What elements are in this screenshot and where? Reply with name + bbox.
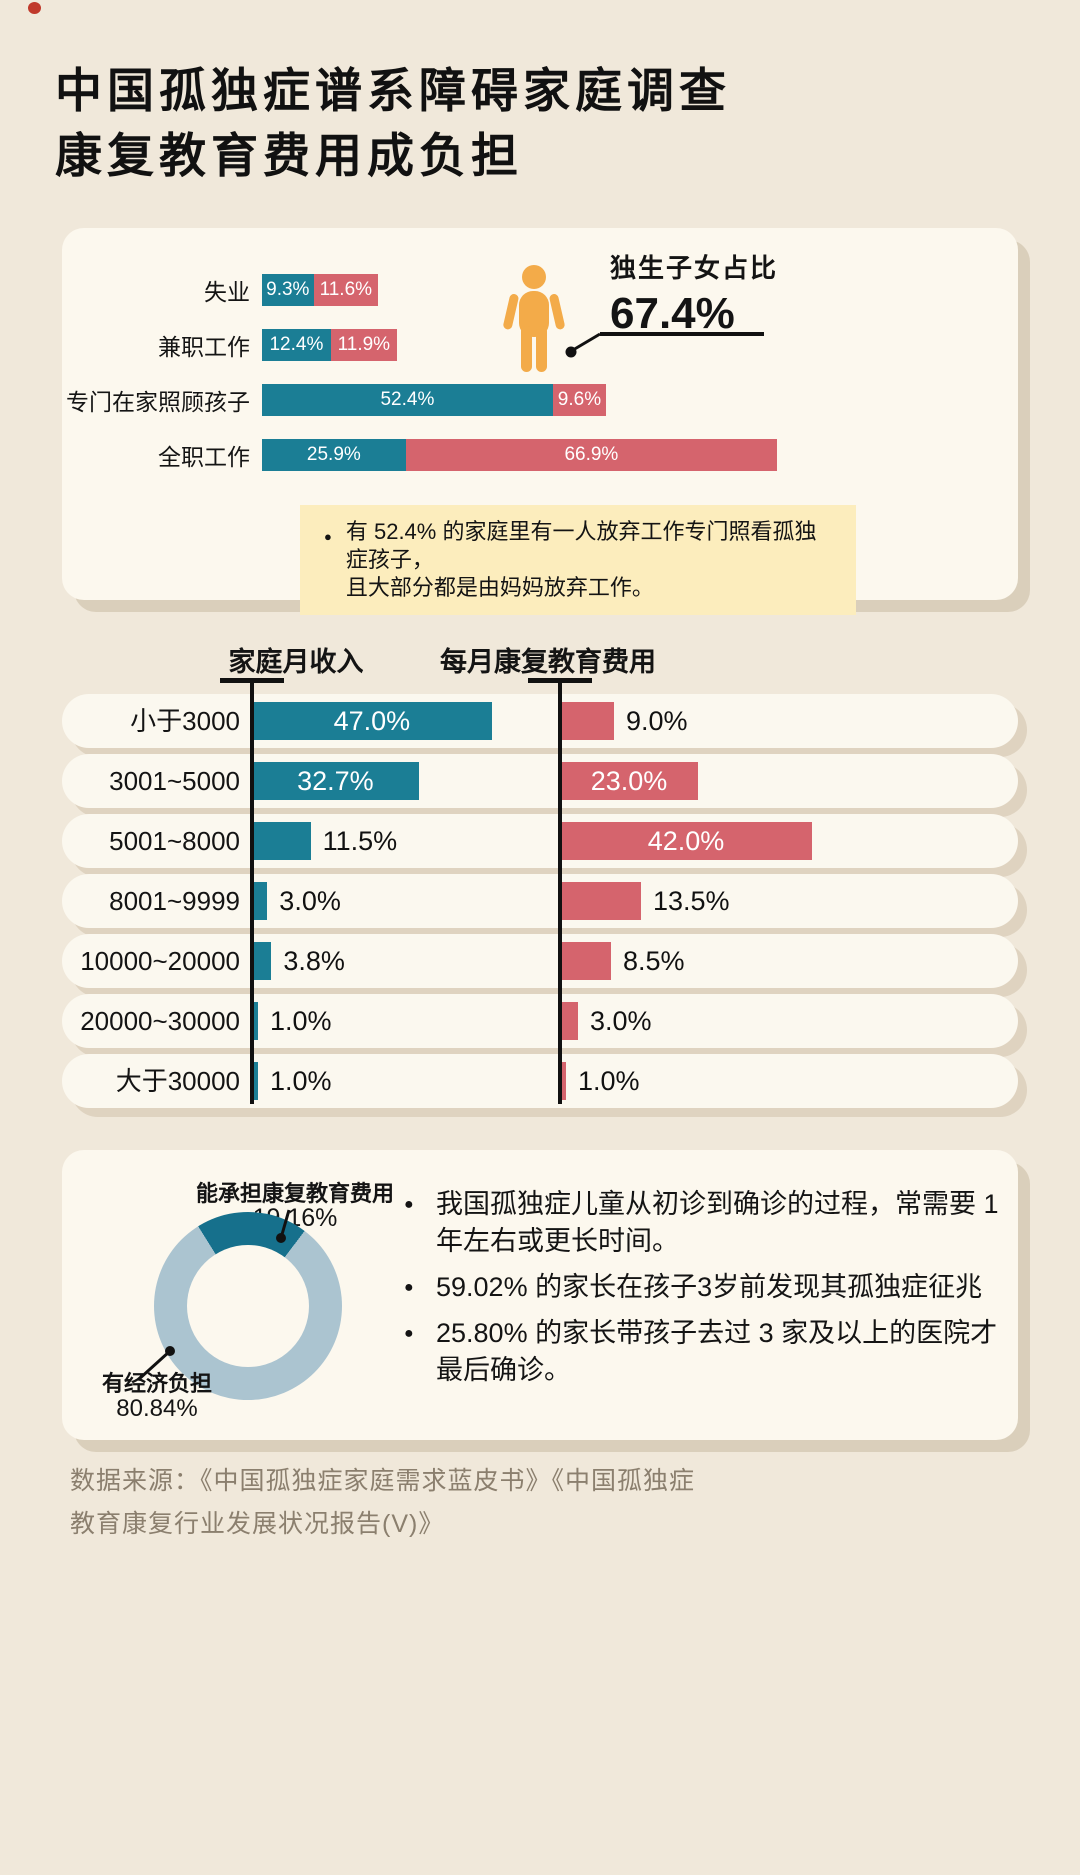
source-line-1: 数据来源：《中国孤独症家庭需求蓝皮书》《中国孤独症 (70, 1467, 696, 1495)
only-child-value: 67.4% (610, 289, 735, 338)
fact-item: 59.02% 的家长在孩子3岁前发现其孤独症征兆 (402, 1269, 1014, 1306)
employment-bar-chart: 失业 9.3% 11.6% 兼职工作 12.4% 11.9% 专门在家照顾孩子 52.4% 9.… (62, 274, 778, 494)
expense-axis-line (558, 682, 562, 1104)
teal-series-segment: 9.3% (262, 274, 314, 306)
income-category-label: 8001~9999 (109, 886, 240, 916)
income-category-label: 小于3000 (130, 706, 240, 736)
bar-value-label: 32.7% (297, 766, 374, 796)
only-child-callout: 独生子女占比 67.4% (610, 248, 778, 339)
bar-value-label: 3.0% (279, 886, 341, 916)
bar-value-label: 11.5% (322, 826, 398, 856)
income-expense-chart: 小于3000 47.0% 9.0% 3001~5000 32.7% 23.0% 5001~8… (62, 694, 1018, 1114)
burden-slice-value: 80.84% (116, 1395, 198, 1422)
income-expense-row: 5001~8000 11.5% 42.0% (62, 814, 1018, 868)
bar-value-label: 42.0% (647, 826, 725, 856)
income-expense-row: 10000~20000 3.8% 8.5% (62, 934, 1018, 988)
employment-bars: 12.4% 11.9% (262, 329, 397, 361)
employment-row: 专门在家照顾孩子 52.4% 9.6% (62, 384, 777, 416)
bar-value-label: 3.0% (590, 1006, 652, 1036)
family-monthly-income-bar (252, 882, 268, 920)
monthly-rehab-cost-bar (560, 882, 641, 920)
burden-slice-label: 有经济负担 (101, 1371, 212, 1396)
employment-bars: 9.3% 11.6% (262, 274, 378, 306)
employment-category-label: 全职工作 (158, 444, 250, 470)
family-monthly-income-bar: 47.0% (252, 702, 492, 740)
family-monthly-income-bar (252, 1062, 258, 1100)
monthly-rehab-cost-bar (560, 1002, 578, 1040)
fact-item: 25.80% 的家长带孩子去过 3 家及以上的医院才最后确诊。 (402, 1315, 1014, 1389)
expense-header-underline (528, 678, 592, 683)
affordability-card: 能承担康复教育费用 19.16% 有经济负担 80.84% 我国孤独症儿童从初诊… (62, 1150, 1018, 1440)
data-source: 数据来源：《中国孤独症家庭需求蓝皮书》《中国孤独症 教育康复行业发展状况报告(V… (70, 1460, 695, 1546)
income-expense-section: 家庭月收入 每月康复教育费用 小于3000 47.0% 9.0% 3001~5000 3… (62, 640, 1018, 1108)
bar-value-label: 3.8% (283, 946, 345, 976)
bullet-icon: ● (324, 529, 332, 544)
income-category-label: 5001~8000 (109, 826, 240, 856)
bar-value-label: 13.5% (653, 886, 730, 916)
person-icon (502, 264, 566, 374)
affordability-donut-chart (154, 1212, 342, 1400)
employment-category-label: 失业 (204, 279, 250, 305)
note-line-2: 且大部分都是由妈妈放弃工作。 (345, 575, 654, 600)
employment-category-label: 兼职工作 (158, 334, 250, 360)
teal-series-segment: 25.9% (262, 439, 406, 471)
employment-bars: 52.4% 9.6% (262, 384, 607, 416)
rose-series-segment: 66.9% (405, 439, 778, 471)
source-line-2: 教育康复行业发展状况报告(V)》 (70, 1510, 445, 1538)
income-expense-row: 20000~30000 1.0% 3.0% (62, 994, 1018, 1048)
rose-series-segment: 9.6% (552, 384, 607, 416)
monthly-rehab-cost-bar: 42.0% (560, 822, 812, 860)
only-child-label: 独生子女占比 (610, 253, 779, 283)
employment-row: 失业 9.3% 11.6% (62, 274, 777, 306)
income-category-label: 3001~5000 (109, 766, 240, 796)
income-category-label: 大于30000 (115, 1066, 240, 1096)
bar-value-label: 9.0% (626, 706, 688, 736)
fact-item: 我国孤独症儿童从初诊到确诊的过程，常需要 1 年左右或更长时间。 (402, 1186, 1014, 1260)
bar-value-label: 1.0% (270, 1006, 332, 1036)
family-monthly-income-bar (252, 1002, 258, 1040)
income-category-label: 20000~30000 (80, 1006, 240, 1036)
page-title: 中国孤独症谱系障碍家庭调查 康复教育费用成负担 (55, 60, 731, 190)
note-line-1: 有 52.4% 的家庭里有一人放弃工作专门照看孤独症孩子， (345, 519, 817, 572)
income-axis-line (250, 682, 254, 1104)
employment-category-label: 专门在家照顾孩子 (66, 389, 250, 415)
monthly-rehab-cost-bar: 23.0% (560, 762, 698, 800)
teal-series-segment: 12.4% (262, 329, 331, 361)
income-expense-row: 小于3000 47.0% 9.0% (62, 694, 1018, 748)
employment-row: 兼职工作 12.4% 11.9% (62, 329, 777, 361)
family-monthly-income-bar: 32.7% (252, 762, 419, 800)
family-monthly-income-bar (252, 822, 311, 860)
income-expense-row: 8001~9999 3.0% 13.5% (62, 874, 1018, 928)
income-category-label: 10000~20000 (80, 946, 240, 976)
bar-value-label: 1.0% (270, 1066, 332, 1096)
bar-value-label: 1.0% (578, 1066, 640, 1096)
expense-column-header: 每月康复教育费用 (440, 647, 656, 677)
income-header-underline (220, 678, 284, 683)
employment-card: 失业 9.3% 11.6% 兼职工作 12.4% 11.9% 专门在家照顾孩子 52.4% 9.… (62, 228, 1018, 615)
monthly-rehab-cost-bar (560, 1062, 566, 1100)
bar-value-label: 47.0% (333, 706, 411, 736)
corner-decoration-dot (28, 2, 41, 14)
income-column-header: 家庭月收入 (228, 647, 364, 677)
note-text: 有 52.4% 的家庭里有一人放弃工作专门照看孤独症孩子， 且大部分都是由妈妈放… (346, 518, 838, 602)
employment-row: 全职工作 25.9% 66.9% (62, 439, 778, 471)
employment-bars: 25.9% 66.9% (262, 439, 778, 471)
rose-series-segment: 11.9% (330, 329, 397, 361)
monthly-rehab-cost-bar (560, 942, 611, 980)
bar-value-label: 23.0% (590, 766, 668, 796)
fact-list: 我国孤独症儿童从初诊到确诊的过程，常需要 1 年左右或更长时间。 59.02% 的… (402, 1186, 1014, 1398)
afford-slice-label: 能承担康复教育费用 (195, 1181, 394, 1206)
income-expense-row: 3001~5000 32.7% 23.0% (62, 754, 1018, 808)
title-line-2: 康复教育费用成负担 (55, 131, 523, 183)
title-line-1: 中国孤独症谱系障碍家庭调查 (55, 66, 731, 118)
teal-series-segment: 52.4% (262, 384, 553, 416)
income-expense-row: 大于30000 1.0% 1.0% (62, 1054, 1018, 1108)
family-monthly-income-bar (252, 942, 272, 980)
monthly-rehab-cost-bar (560, 702, 614, 740)
rose-series-segment: 11.6% (313, 274, 378, 306)
donut-hole (187, 1245, 309, 1367)
bar-value-label: 8.5% (623, 946, 685, 976)
note-box: ● 有 52.4% 的家庭里有一人放弃工作专门照看孤独症孩子， 且大部分都是由妈… (300, 505, 856, 615)
